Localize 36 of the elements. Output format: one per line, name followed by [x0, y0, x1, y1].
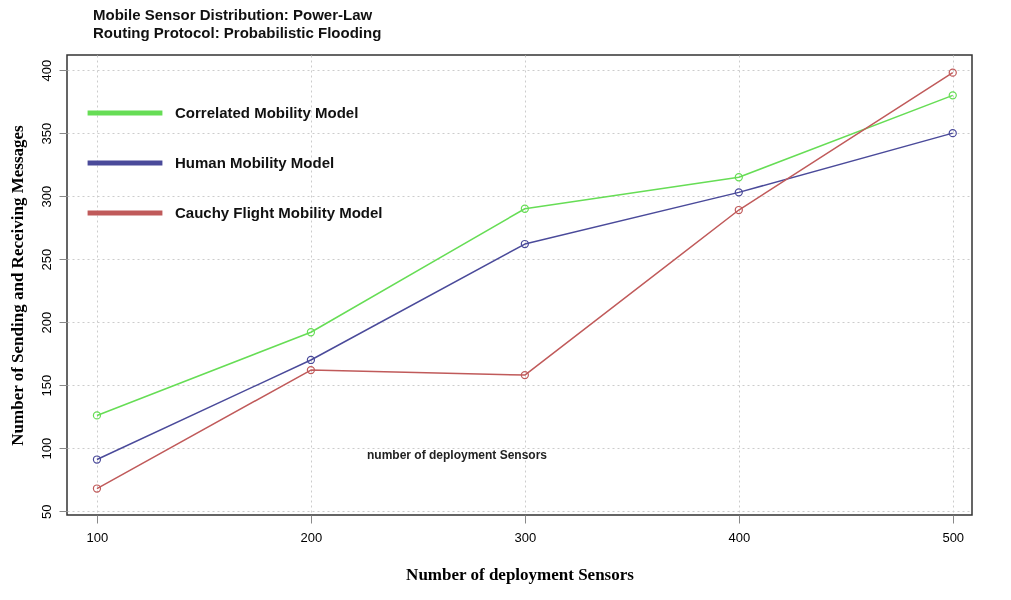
- y-tick-label: 350: [38, 122, 54, 145]
- point: [948, 91, 957, 100]
- x-tick-label: 200: [300, 529, 323, 545]
- x-axis-title: Number of deployment Sensors: [406, 564, 635, 584]
- point: [306, 328, 316, 337]
- annotation: number of deployment Sensors: [366, 448, 548, 462]
- point: [520, 370, 529, 380]
- y-tick-label: 300: [38, 185, 54, 208]
- y-tick-label: 400: [38, 59, 54, 82]
- legend-label: Human Mobility Model: [175, 154, 335, 171]
- point: [92, 411, 102, 420]
- y-tick-label: 200: [38, 311, 54, 334]
- point: [92, 484, 102, 493]
- x-tick-label: 300: [514, 529, 537, 545]
- x-tick-label: 400: [728, 529, 751, 545]
- chart-subtitle: Routing Protocol: Probabilistic Flooding: [93, 24, 382, 41]
- point: [734, 205, 743, 215]
- y-tick-label: 50: [38, 504, 54, 519]
- x-tick-label: 100: [86, 529, 109, 545]
- point: [520, 239, 529, 249]
- y-tick-label: 250: [38, 248, 54, 271]
- y-axis-title: Number of Sending and Receiving Messages: [7, 124, 27, 446]
- chart-title: Mobile Sensor Distribution: Power-Law: [93, 6, 373, 23]
- point: [734, 173, 743, 182]
- x-tick-label: 500: [942, 529, 965, 545]
- point: [948, 68, 957, 77]
- point: [306, 365, 316, 375]
- point: [948, 129, 957, 138]
- point: [92, 455, 102, 464]
- legend-label: Cauchy Flight Mobility Model: [175, 204, 383, 221]
- point: [734, 188, 743, 197]
- point: [306, 355, 316, 365]
- y-tick-label: 150: [38, 374, 54, 397]
- point: [520, 204, 529, 213]
- legend-label: Correlated Mobility Model: [175, 104, 359, 121]
- y-tick-label: 100: [38, 437, 54, 460]
